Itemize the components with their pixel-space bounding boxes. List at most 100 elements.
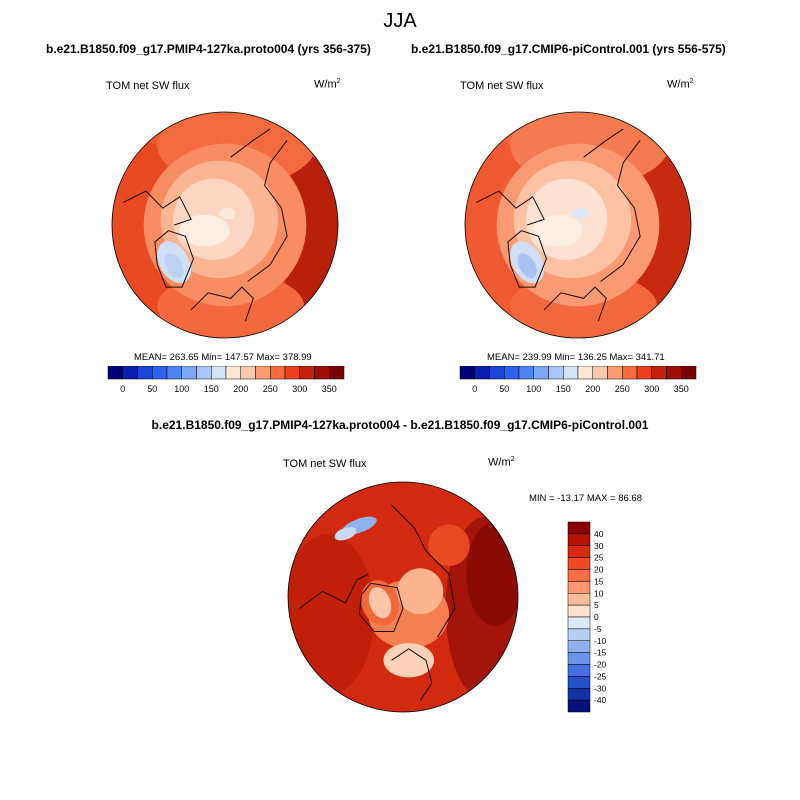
left-panel-title: b.e21.B1850.f09_g17.PMIP4-127ka.proto004…: [46, 42, 371, 56]
left-colorbar-swatch: [107, 366, 123, 380]
figure-season-title: JJA: [383, 10, 417, 32]
left-greenland-core: [164, 253, 184, 279]
right-greenland-coast: [507, 230, 547, 288]
left-colorbar-tick-label: 50: [147, 384, 157, 394]
right-alaska-coast: [583, 128, 624, 158]
right-arctic-core: [532, 214, 583, 247]
left-map-field: [111, 111, 339, 339]
left-arctic-patch: [219, 208, 236, 220]
right-greenland-core: [517, 253, 537, 279]
left-map-border: [111, 111, 339, 339]
left-colorbar-swatch: [284, 366, 300, 380]
right-colorbar-swatch: [563, 366, 579, 380]
diff-west-high: [288, 533, 375, 695]
diff-colorbar-swatch: [567, 604, 591, 618]
diff-greenland-low: [368, 587, 392, 619]
right-colorbar-swatch: [459, 366, 475, 380]
diff-colorbar-swatch: [567, 521, 591, 535]
left-colorbar-swatch: [225, 366, 241, 380]
left-colorbar-tick-label: 350: [322, 384, 337, 394]
diff-colorbar-swatch: [567, 557, 591, 570]
diff-central-low: [397, 568, 444, 615]
left-colorbar-swatch: [137, 366, 153, 380]
diff-map-field: [287, 481, 519, 713]
diff-panel-title: b.e21.B1850.f09_g17.PMIP4-127ka.proto004…: [151, 418, 649, 432]
diff-europe-coast: [391, 648, 433, 701]
right-colorbar-swatch: [651, 366, 667, 380]
right-asia-coast: [600, 139, 641, 282]
right-variable-label: TOM net SW flux: [460, 80, 544, 92]
left-colorbar-tick-label: 0: [120, 384, 125, 394]
left-colorbar-tick-label: 200: [233, 384, 248, 394]
left-coastlines: [123, 128, 288, 322]
diff-map-border: [287, 481, 519, 713]
right-colorbar-swatch: [474, 366, 490, 380]
diff-colorbar-swatch: [567, 688, 591, 701]
left-greenland-coast: [154, 230, 194, 288]
right-colorbar-swatch: [548, 366, 564, 380]
diff-colorbar-tick-label: -15: [594, 648, 607, 658]
left-canada-coast: [123, 190, 192, 226]
left-colorbar-swatch: [255, 366, 271, 380]
right-panel-title: b.e21.B1850.f09_g17.CMIP6-piControl.001 …: [411, 42, 726, 56]
left-colorbar-swatch: [240, 366, 256, 380]
right-colorbar-tick-label: 0: [472, 384, 477, 394]
left-colorbar-tick-label: 300: [292, 384, 307, 394]
left-colorbar-swatch: [211, 366, 227, 380]
right-colorbar-swatch: [622, 366, 638, 380]
right-colorbar-swatch: [518, 366, 534, 380]
left-europe-coast: [190, 286, 254, 322]
right-stats-text: MEAN= 239.99 Min= 136.25 Max= 341.71: [487, 352, 665, 363]
left-stats-text: MEAN= 263.65 Min= 147.57 Max= 378.99: [134, 352, 312, 363]
right-canada-coast: [476, 190, 545, 226]
left-colorbar-swatch: [122, 366, 138, 380]
diff-colorbar-tick-label: 10: [594, 588, 604, 598]
diff-colorbar-swatch: [567, 699, 591, 713]
diff-colorbar-swatch: [567, 628, 591, 642]
diff-colorbar-swatch: [567, 616, 591, 630]
diff-asia-coast: [391, 504, 456, 638]
diff-stats-text: MIN = -13.17 MAX = 86.68: [529, 493, 643, 504]
diff-variable-label: TOM net SW flux: [283, 458, 367, 470]
diff-colorbar-swatch: [567, 593, 591, 606]
diff-colorbar-tick-label: -25: [594, 671, 607, 681]
right-map-field: [464, 111, 692, 339]
left-colorbar-swatch: [152, 366, 168, 380]
diff-colorbar-tick-label: -40: [594, 695, 607, 705]
diff-colorbar-swatch: [567, 533, 591, 547]
diff-colorbar-swatch: [567, 676, 591, 689]
diff-colorbar-tick-label: 40: [594, 529, 604, 539]
left-colorbar: 0 50 100 150 200 250 300 350: [107, 366, 345, 394]
right-colorbar-swatch: [592, 366, 608, 380]
left-colorbar-swatch: [299, 366, 315, 380]
right-map-border: [464, 111, 692, 339]
diff-east-peak: [466, 522, 518, 626]
left-colorbar-swatch: [181, 366, 197, 380]
diff-ne-band: [428, 524, 470, 566]
right-colorbar-swatch: [533, 366, 549, 380]
diff-colorbar-swatch: [567, 581, 591, 594]
right-colorbar-swatch: [489, 366, 505, 380]
left-alaska-coast: [230, 128, 271, 158]
diff-colorbar-tick-label: 20: [594, 565, 604, 575]
left-colorbar-swatch: [166, 366, 182, 380]
diff-canada-coast: [299, 573, 369, 609]
diff-colorbar-tick-label: 0: [594, 612, 599, 622]
diff-units-label: W/m2: [488, 456, 515, 469]
right-colorbar-tick-label: 50: [499, 384, 509, 394]
diff-colorbar-tick-label: 25: [594, 553, 604, 563]
right-colorbar-swatch: [636, 366, 652, 380]
diff-colorbar-tick-label: 5: [594, 600, 599, 610]
left-colorbar-swatch: [314, 366, 330, 380]
diff-colorbar-swatch: [567, 569, 591, 582]
diff-colorbar-swatch: [567, 545, 591, 558]
diff-colorbar-tick-label: 15: [594, 576, 604, 586]
left-colorbar-tick-label: 100: [174, 384, 189, 394]
diff-colorbar-tick-label: -10: [594, 636, 607, 646]
right-colorbar-swatch: [681, 366, 697, 380]
right-arctic-patch: [572, 208, 589, 220]
right-colorbar-swatch: [577, 366, 593, 380]
right-europe-coast: [543, 286, 607, 322]
right-colorbar-tick-label: 350: [674, 384, 689, 394]
